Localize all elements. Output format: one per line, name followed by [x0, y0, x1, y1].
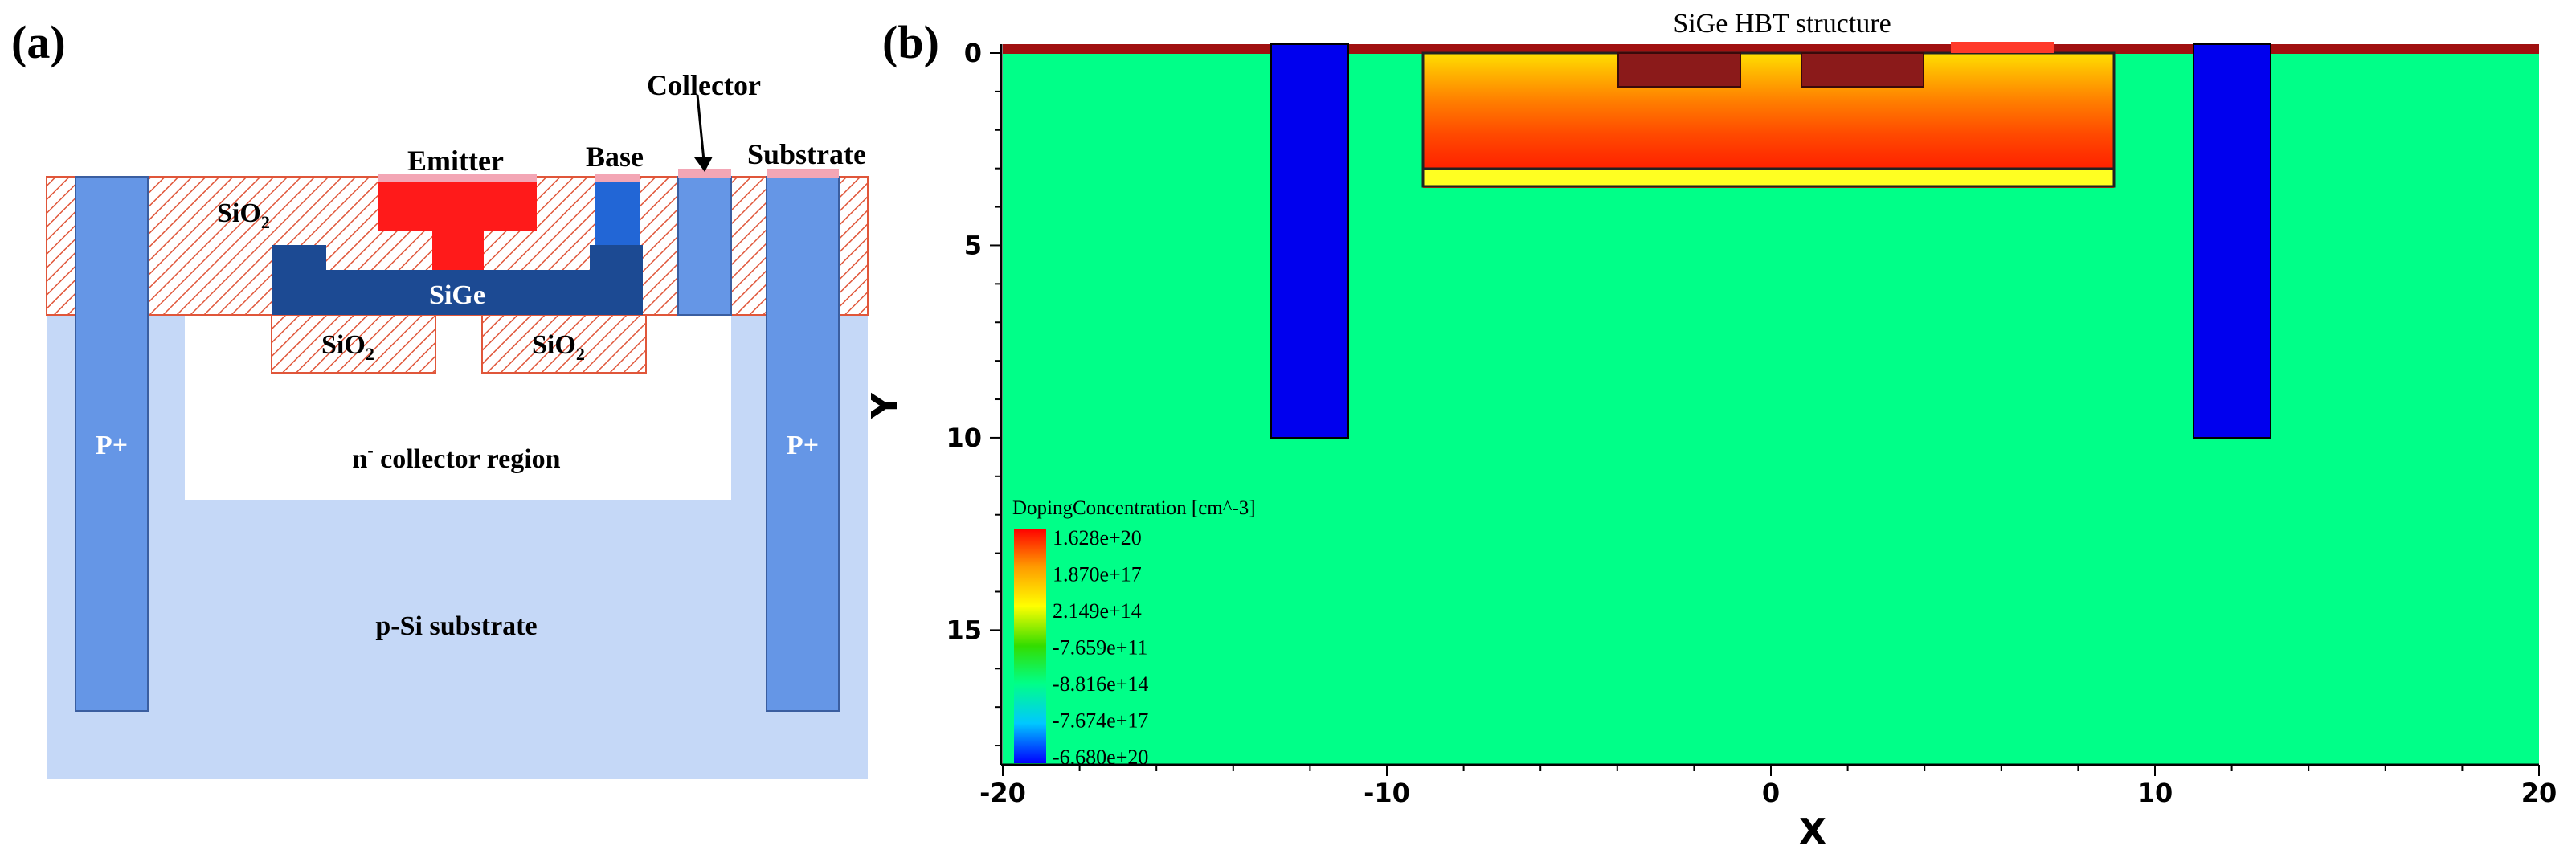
substrate-pad: [767, 169, 839, 178]
legend-entry: 2.149e+14: [1053, 599, 1142, 623]
label-emitter: Emitter: [407, 145, 504, 177]
axis-ticks: -20 -10 0 10 20 0 5 10 15: [946, 38, 2557, 808]
collector-contact: [677, 176, 732, 316]
p-plus-left: [75, 176, 149, 712]
label-p-plus-right: P+: [787, 431, 819, 460]
collector-pad: [678, 169, 731, 178]
collector-arrow: [696, 94, 705, 161]
device-core: [1423, 53, 2114, 188]
x-axis-label: X: [1799, 811, 1826, 852]
base-contact: [595, 180, 640, 245]
x-tick-label: 20: [2521, 778, 2558, 808]
legend-entry: 1.870e+17: [1053, 563, 1142, 586]
x-tick-label: -10: [1364, 778, 1410, 808]
y-tick-label: 10: [946, 423, 982, 453]
sio2-lower-left: [271, 314, 436, 374]
label-p-plus-left: P+: [96, 431, 128, 460]
chart-title: SiGe HBT structure: [1673, 9, 1891, 39]
y-tick-label: 15: [946, 615, 982, 645]
x-tick-label: 10: [2137, 778, 2173, 808]
y-axis-label: Y: [865, 392, 906, 419]
label-collector: Collector: [647, 69, 761, 101]
label-substrate: Substrate: [747, 138, 866, 170]
panel-a-label: (a): [11, 16, 66, 68]
p-plus-column-right: [2193, 43, 2271, 439]
top-layer: [1003, 44, 2539, 54]
emitter-contact: [378, 180, 537, 270]
emitter-pad: [378, 174, 537, 182]
x-tick-label: -20: [979, 778, 1026, 808]
p-plus-column-left: [1270, 43, 1349, 439]
sige-layer: [272, 245, 643, 315]
label-sio2-right: SiO2: [532, 330, 585, 364]
panel-b: (b) SiGe HBT structure -20 -10 0 10 20 0 5 10 15…: [865, 9, 2557, 852]
contact-left: [1617, 52, 1741, 88]
base-pad: [595, 174, 640, 182]
legend-entry: 1.628e+20: [1053, 526, 1142, 549]
legend-entry: -7.674e+17: [1053, 709, 1148, 733]
device-outline: [1421, 51, 2116, 188]
device-bottom-layer: [1421, 167, 2116, 188]
legend-title: DopingConcentration [cm^-3]: [1012, 497, 1256, 519]
legend-entry: -7.659e+11: [1053, 636, 1147, 660]
label-sige: SiGe: [429, 280, 485, 310]
x-tick-label: 0: [1762, 778, 1780, 808]
panel-a: (a) Collector Emitter Base Substrate: [11, 16, 869, 779]
label-sio2-left: SiO2: [321, 330, 374, 364]
label-base: Base: [586, 141, 644, 173]
panel-b-label: (b): [882, 16, 939, 68]
device-top-pad: [1951, 42, 2054, 53]
y-tick-label: 5: [964, 230, 982, 260]
y-tick-label: 0: [964, 38, 982, 68]
collector-arrowhead: [694, 157, 713, 172]
label-p-substrate: p-Si substrate: [375, 611, 537, 641]
legend-entry: -6.680e+20: [1053, 746, 1148, 769]
p-plus-right: [766, 176, 840, 712]
label-collector-region: n- collector region: [352, 440, 560, 474]
contact-right: [1801, 52, 1924, 88]
legend-colorbar: [1014, 529, 1046, 763]
legend-entries: 1.628e+20 1.870e+17 2.149e+14 -7.659e+11 -8.…: [1053, 526, 1148, 769]
label-sio2-top: SiO2: [217, 198, 270, 232]
legend-entry: -8.816e+14: [1053, 672, 1148, 696]
sio2-lower-right: [481, 314, 647, 374]
